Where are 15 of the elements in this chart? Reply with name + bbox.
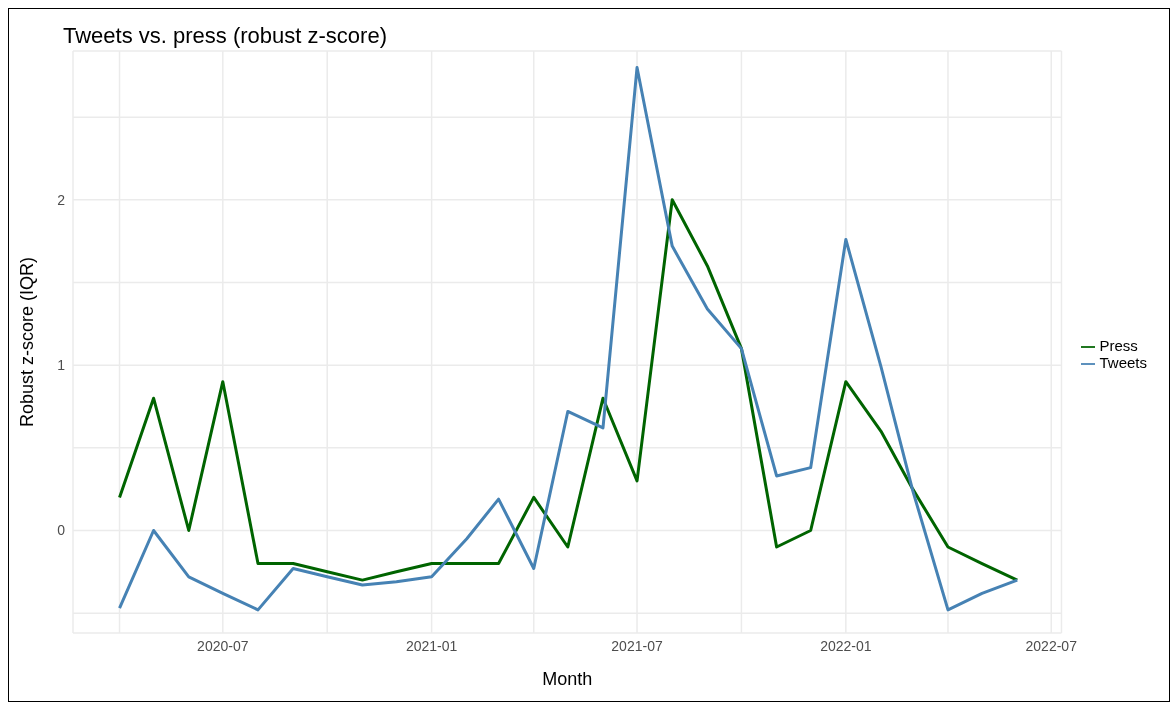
legend-label: Tweets — [1099, 354, 1147, 371]
y-tick-label: 1 — [57, 357, 66, 374]
chart-title: Tweets vs. press (robust z-score) — [63, 23, 387, 49]
x-tick-label: 2021-07 — [611, 637, 663, 654]
x-tick-label: 2021-01 — [405, 637, 458, 654]
line-series — [118, 66, 1019, 612]
x-tick-label: 2022-01 — [820, 637, 872, 654]
x-axis-title: Month — [542, 669, 593, 689]
x-tick-label: 2020-07 — [197, 637, 249, 654]
y-axis-title: Robust z-score (IQR) — [17, 256, 38, 428]
x-tick-label: 2022-07 — [1025, 637, 1078, 654]
line-series — [118, 198, 1019, 582]
y-tick-label: 0 — [57, 522, 66, 539]
legend-label: Press — [1099, 336, 1138, 354]
y-tick-label: 2 — [57, 191, 66, 208]
